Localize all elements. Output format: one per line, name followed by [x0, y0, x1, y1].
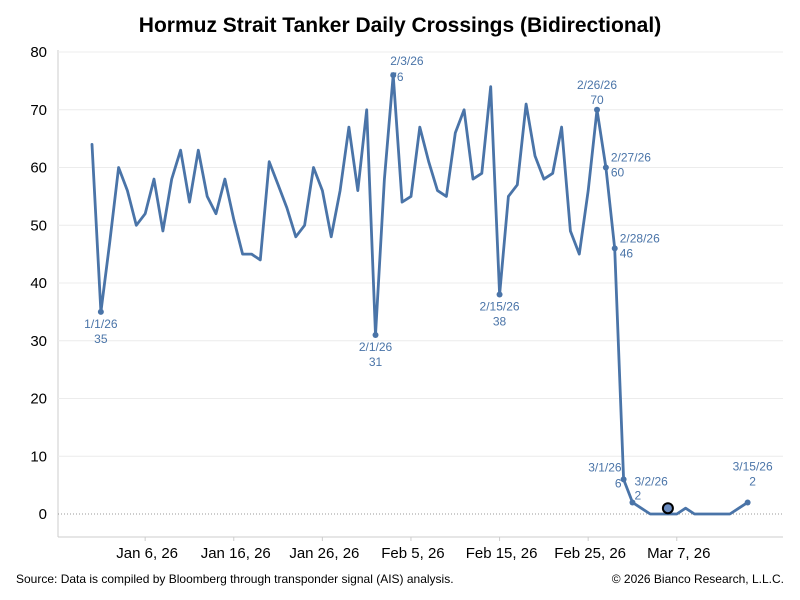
data-label-value: 35 [94, 332, 108, 346]
x-tick-label: Jan 26, 26 [289, 545, 359, 562]
data-label-value: 70 [590, 93, 604, 107]
source-note: Source: Data is compiled by Bloomberg th… [16, 572, 454, 586]
data-label-date: 2/26/26 [577, 78, 617, 92]
data-label-date: 1/1/26 [84, 317, 118, 331]
data-label-date: 2/27/26 [611, 151, 651, 165]
annotated-point-marker [629, 499, 636, 506]
annotated-point-marker [372, 331, 379, 338]
y-tick-label: 0 [39, 506, 47, 523]
annotated-point-marker [744, 499, 751, 506]
data-label-value: 76 [390, 70, 404, 84]
annotated-point-marker [602, 164, 609, 171]
series-line-daily-crossings [90, 73, 749, 516]
data-label-value: 2 [634, 488, 641, 502]
x-tick-label: Jan 6, 26 [116, 545, 178, 562]
x-tick-label: Feb 5, 26 [381, 545, 444, 562]
data-label-date: 3/1/26 [588, 460, 622, 474]
data-label-date: 2/15/26 [480, 300, 520, 314]
data-label-date: 2/28/26 [620, 231, 660, 245]
data-label-value: 46 [620, 246, 634, 260]
x-tick-label: Jan 16, 26 [201, 545, 271, 562]
annotated-point-marker [611, 245, 618, 252]
x-tick-label: Feb 25, 26 [554, 545, 626, 562]
annotated-point-marker [97, 308, 104, 315]
copyright-note: © 2026 Bianco Research, L.L.C. [611, 572, 784, 586]
data-label-value: 60 [611, 166, 625, 180]
y-tick-label: 70 [30, 102, 47, 119]
y-tick-label: 60 [30, 160, 47, 177]
annotated-point-marker [390, 72, 397, 79]
x-tick-label: Feb 15, 26 [466, 545, 538, 562]
data-label-date: 2/3/26 [390, 54, 424, 68]
y-tick-label: 10 [30, 448, 47, 465]
data-label-date: 2/1/26 [359, 340, 393, 354]
data-label-value: 31 [369, 355, 383, 369]
annotated-point-marker [496, 291, 503, 298]
y-tick-label: 40 [30, 275, 47, 292]
chart-title: Hormuz Strait Tanker Daily Crossings (Bi… [138, 14, 662, 37]
annotated-point-marker [594, 106, 601, 113]
annotated-point-marker [620, 476, 627, 483]
y-tick-label: 50 [30, 217, 47, 234]
y-tick-label: 20 [30, 391, 47, 408]
data-label-value: 38 [493, 315, 507, 329]
data-label-value: 6 [615, 476, 622, 490]
data-label-date: 3/2/26 [634, 474, 668, 488]
data-label-value: 2 [749, 474, 756, 488]
x-tick-label: Mar 7, 26 [647, 545, 710, 562]
highlighted-point-marker [661, 502, 674, 515]
y-tick-label: 30 [30, 333, 47, 350]
y-tick-label: 80 [30, 44, 47, 61]
data-label-date: 3/15/26 [733, 459, 773, 473]
